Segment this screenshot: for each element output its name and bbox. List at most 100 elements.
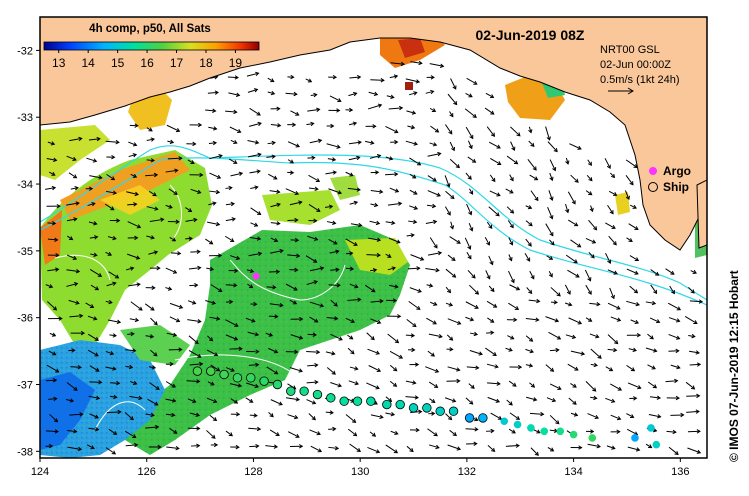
current-vector-head	[256, 111, 261, 116]
current-vector	[609, 287, 615, 299]
current-vector-head	[629, 181, 634, 186]
current-vector-head	[295, 433, 300, 438]
lon-tick-label: 136	[671, 466, 689, 478]
current-vector-head	[253, 301, 258, 307]
current-vector-head	[48, 443, 54, 449]
current-vector-head	[394, 284, 399, 289]
current-vector	[545, 364, 554, 372]
current-vector	[246, 72, 259, 77]
current-vector-head	[456, 446, 462, 451]
current-vector	[447, 254, 456, 261]
current-vector	[166, 332, 177, 336]
current-vector	[348, 156, 360, 161]
current-vector	[169, 316, 180, 322]
current-vector-head	[132, 173, 138, 178]
current-vector	[489, 174, 496, 182]
current-vector-head	[657, 414, 662, 419]
current-vector	[487, 396, 500, 403]
current-vector	[169, 428, 178, 434]
current-vector	[408, 300, 421, 310]
current-vector-head	[235, 444, 240, 450]
current-vector-head	[698, 299, 704, 304]
current-vector-head	[172, 398, 177, 403]
current-vector	[309, 267, 324, 272]
current-vector-head	[398, 354, 404, 359]
current-vector	[549, 239, 555, 246]
current-vector	[548, 190, 553, 201]
current-vector-head	[358, 222, 363, 228]
current-vector	[306, 351, 320, 353]
current-vector-head	[332, 170, 338, 175]
current-vector	[285, 397, 300, 401]
current-vector-head	[648, 444, 653, 449]
current-vector-head	[508, 401, 513, 406]
current-vector-head	[152, 192, 157, 197]
current-vector-head	[630, 414, 635, 419]
current-vector-head	[150, 158, 155, 163]
current-vector-head	[527, 205, 533, 210]
current-vector-head	[253, 413, 258, 418]
current-vector	[270, 250, 284, 254]
current-vector	[568, 317, 582, 325]
current-vector-head	[373, 202, 379, 208]
current-vector-head	[656, 395, 662, 400]
current-vector-head	[490, 318, 495, 323]
current-vector-head	[89, 304, 95, 309]
current-vector-head	[577, 320, 583, 325]
current-vector-head	[490, 110, 495, 115]
current-vector	[347, 298, 361, 301]
current-vector	[528, 140, 535, 147]
current-vector-head	[313, 258, 318, 263]
current-vector-head	[372, 268, 378, 273]
current-vector-head	[574, 178, 579, 183]
current-vector-head	[410, 333, 416, 338]
lon-tick-label: 130	[351, 466, 369, 478]
current-vector-head	[279, 302, 284, 308]
current-vector	[66, 382, 78, 391]
current-vector	[47, 238, 58, 241]
current-vector-head	[447, 289, 452, 294]
current-vector	[649, 317, 660, 323]
current-vector-head	[278, 401, 283, 406]
current-vector-head	[175, 445, 180, 451]
current-vector	[128, 283, 140, 287]
current-vector-head	[138, 395, 143, 401]
current-vector	[386, 95, 394, 98]
current-vector-head	[349, 172, 354, 177]
current-vector	[209, 172, 221, 179]
current-vector	[145, 413, 154, 416]
current-vector-head	[215, 221, 221, 227]
current-vector	[508, 428, 516, 434]
current-vector	[385, 125, 398, 133]
current-vector	[605, 252, 611, 264]
current-vector-head	[334, 316, 339, 321]
current-vector	[447, 366, 460, 371]
current-vector-head	[178, 304, 184, 309]
current-vector-head	[78, 136, 83, 142]
current-vector-head	[394, 188, 400, 193]
current-vector	[508, 302, 519, 310]
current-vector-head	[112, 235, 117, 241]
current-vector	[427, 190, 441, 197]
current-vector-head	[313, 218, 318, 223]
current-vector-head	[398, 105, 404, 111]
current-vector	[388, 237, 401, 244]
current-vector-head	[413, 190, 418, 195]
current-vector	[165, 204, 173, 209]
current-vector-head	[549, 176, 554, 182]
current-vector-head	[228, 185, 233, 191]
current-vector	[485, 270, 491, 279]
current-vector	[626, 413, 634, 418]
current-vector	[188, 267, 201, 270]
current-vector-head	[534, 451, 539, 456]
current-vector	[229, 126, 241, 133]
current-vector	[648, 414, 661, 418]
current-vector	[405, 380, 416, 384]
current-vector-head	[295, 143, 300, 148]
current-vector	[150, 349, 158, 357]
current-vector	[329, 250, 339, 254]
current-vector-head	[356, 187, 361, 192]
current-vector-head	[296, 253, 301, 259]
current-vector-head	[73, 282, 79, 287]
current-vector	[527, 158, 537, 171]
